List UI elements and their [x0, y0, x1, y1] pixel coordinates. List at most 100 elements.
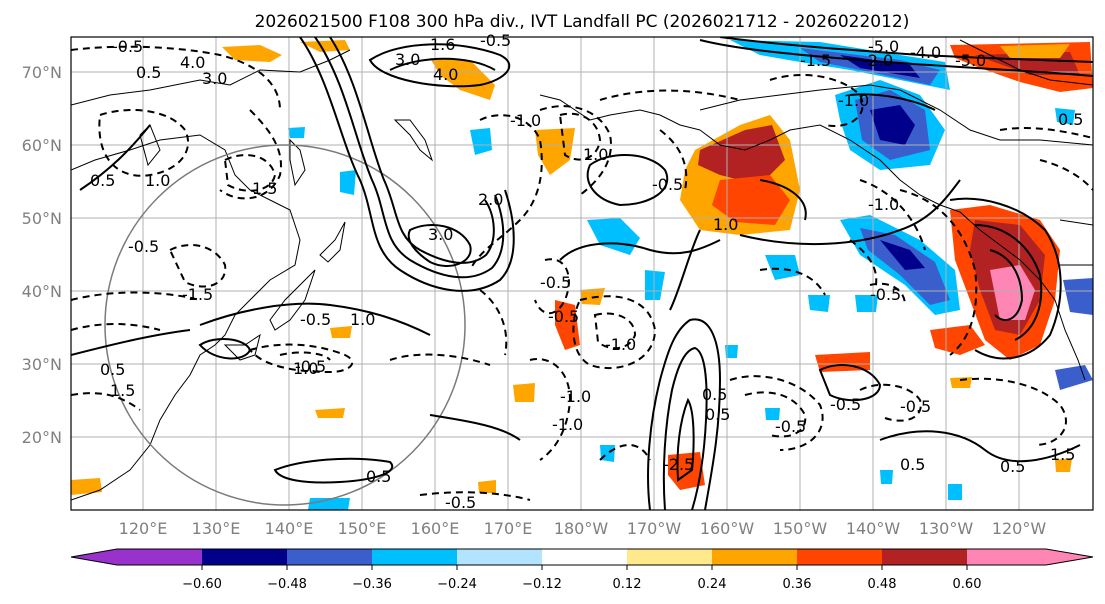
shade-negative: [725, 345, 738, 358]
contour-label: -0.5: [775, 417, 806, 436]
contour-label: -5.0: [868, 37, 899, 56]
lat-label: 20°N: [22, 428, 62, 447]
contour-label: -0.5: [295, 357, 326, 376]
colorbar-tick-label: −0.60: [182, 577, 222, 592]
lat-label: 70°N: [22, 63, 62, 82]
colorbar-tick-label: −0.24: [437, 577, 477, 592]
latitude-labels: 70°N 60°N 50°N 40°N 30°N 20°N: [22, 63, 62, 447]
shade-negative: [880, 470, 893, 484]
shade-positive: [1055, 458, 1072, 472]
contour-label: 0.5: [1000, 457, 1025, 476]
coastlines: [71, 39, 1093, 510]
contour-label: -0.5: [480, 31, 511, 50]
colorbar-tick-label: −0.48: [267, 577, 307, 592]
shade-negative: [288, 127, 305, 138]
shade-positive: [930, 325, 985, 355]
contour-label: -0.5: [128, 237, 159, 256]
colorbar-segment: [372, 549, 457, 565]
shade-negative: [1055, 365, 1093, 390]
shade-positive: [698, 125, 785, 185]
contour-label: 1.5: [110, 381, 135, 400]
lon-label: 160°W: [700, 519, 755, 538]
colorbar-tick-label: 0.36: [783, 577, 812, 592]
lon-label: 140°W: [846, 519, 901, 538]
shade-negative: [765, 408, 780, 420]
lon-label: 150°E: [338, 519, 387, 538]
colorbar-segment: [202, 549, 287, 565]
contour-label: 0.5: [702, 385, 727, 404]
shade-negative: [948, 484, 962, 500]
contour-label: -5.0: [955, 51, 986, 70]
contour-label-group: -0.5 4.0 3.0 1.6 -0.5 0.5 3.0 4.0 -5.0 -…: [90, 31, 1083, 512]
longitude-labels: 120°E 130°E 140°E 150°E 160°E 170°E 180°…: [119, 519, 1047, 538]
lon-label: 180°W: [554, 519, 609, 538]
shade-negative: [1055, 108, 1075, 125]
shade-positive: [330, 326, 352, 338]
contour-label: -2.0: [862, 51, 893, 70]
contour-label: -0.5: [548, 307, 579, 326]
shade-negative: [308, 498, 350, 510]
shade-positive: [430, 58, 495, 100]
colorbar-tick-label: 0.48: [868, 577, 897, 592]
contour-label: 1.5: [1050, 445, 1075, 464]
shade-positive: [71, 478, 102, 495]
contour-label: 0.5: [366, 467, 391, 486]
lat-label: 30°N: [22, 355, 62, 374]
contour-label: 0.5: [90, 171, 115, 190]
contour-label: -1.0: [868, 195, 899, 214]
colorbar-tick-label: 0.24: [698, 577, 727, 592]
colorbar-ticks: [201, 565, 968, 570]
colorbar-segment: [542, 549, 627, 565]
contour-label: 2.0: [478, 190, 503, 209]
lon-label: 170°E: [484, 519, 533, 538]
shade-positive: [478, 480, 496, 493]
shade-negative: [600, 445, 615, 462]
distance-circle: [104, 144, 466, 506]
lon-label: 170°W: [627, 519, 682, 538]
colorbar-segment: [797, 549, 882, 565]
lon-label: 120°E: [119, 519, 168, 538]
contour-label: 1.0: [713, 215, 738, 234]
contour-label: 0.5: [1058, 110, 1083, 129]
lon-label: 150°W: [773, 519, 828, 538]
colorbar-segment: [287, 549, 372, 565]
colorbar-outline: [70, 548, 1094, 566]
map-panel: -0.5 4.0 3.0 1.6 -0.5 0.5 3.0 4.0 -5.0 -…: [70, 31, 1094, 512]
shade-negative: [855, 295, 878, 312]
contour-label: 1.5: [252, 179, 277, 198]
colorbar-segment: [967, 549, 1046, 565]
shade-positive: [1000, 44, 1070, 58]
shade-positive: [712, 175, 790, 225]
lon-label: 130°W: [919, 519, 974, 538]
contour-label: 1.6: [430, 35, 455, 54]
contour-label: 1.0: [293, 359, 318, 378]
shade-negative: [880, 240, 925, 270]
lon-label: 160°E: [411, 519, 460, 538]
contour-label: -0.5: [870, 285, 901, 304]
contour-label: 1.0: [145, 171, 170, 190]
colorbar-segment: [882, 549, 967, 565]
lat-label: 60°N: [22, 136, 62, 155]
shade-positive: [950, 377, 972, 388]
contour-label: 3.0: [202, 69, 227, 88]
contour-label: -0.5: [540, 273, 571, 292]
shade-positive: [222, 45, 282, 62]
contour-label: -1.0: [560, 387, 591, 406]
figure-title: 2026021500 F108 300 hPa div., IVT Landfa…: [255, 12, 910, 32]
lat-label: 50°N: [22, 209, 62, 228]
contour-label: 4.0: [433, 65, 458, 84]
colorbar-segment: [712, 549, 797, 565]
colorbar-tick-label: −0.12: [522, 577, 562, 592]
contour-label: -0.5: [900, 397, 931, 416]
shade-negative: [808, 295, 830, 312]
contour-label: 0.5: [705, 405, 730, 424]
contour-label: -0.5: [300, 310, 331, 329]
shade-negative: [470, 128, 492, 155]
colorbar-segment: [117, 549, 202, 565]
colorbar-segment: [457, 549, 542, 565]
colorbar-segment: [627, 549, 712, 565]
contour-label: 1.0: [350, 310, 375, 329]
contour-label: -4.0: [910, 43, 941, 62]
shade-negative: [587, 218, 640, 255]
contour-label: 4.0: [180, 53, 205, 72]
